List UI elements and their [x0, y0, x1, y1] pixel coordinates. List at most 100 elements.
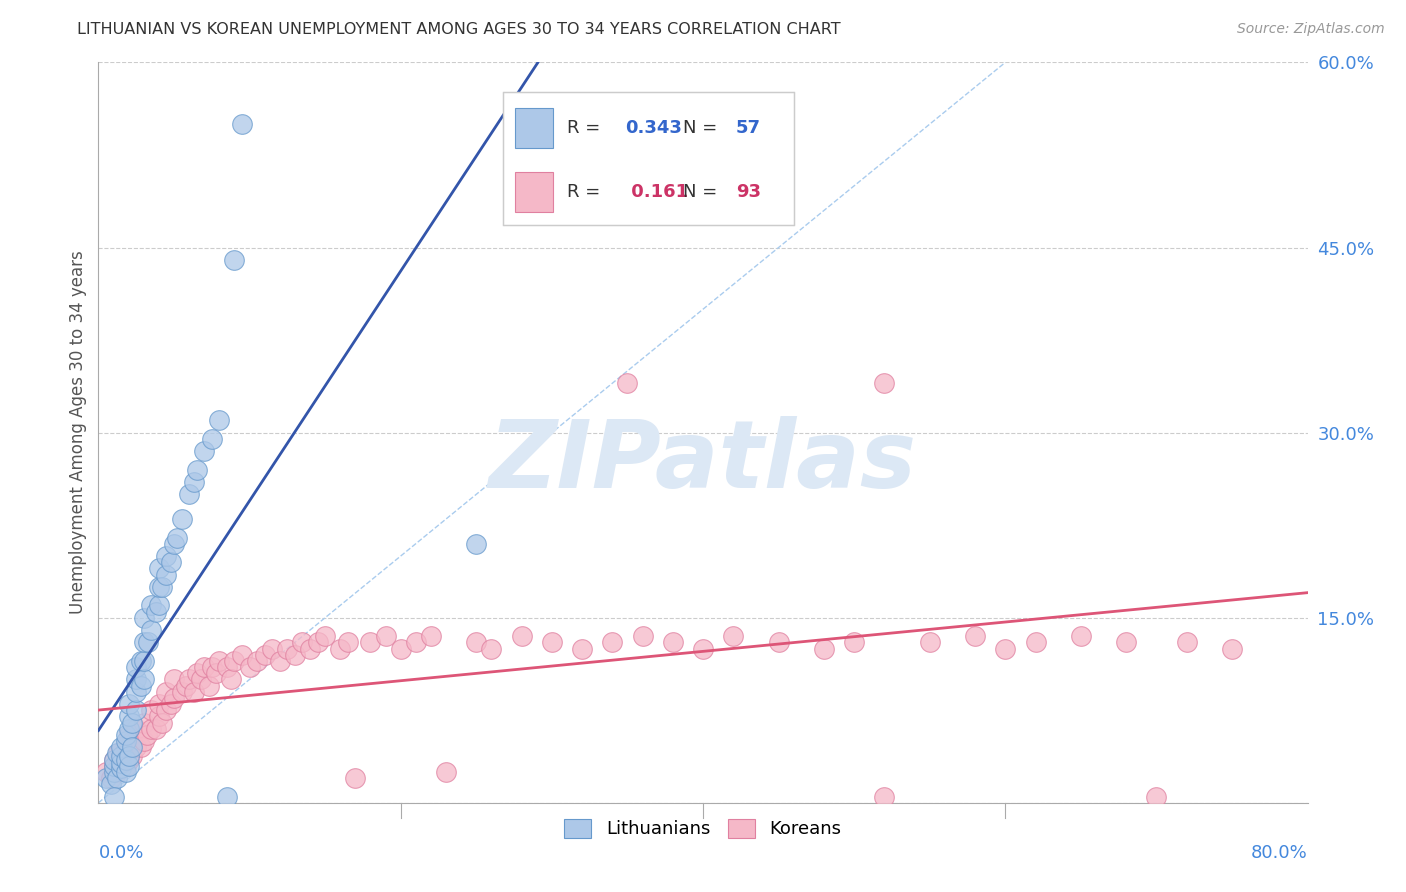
Legend: Lithuanians, Koreans: Lithuanians, Koreans — [557, 812, 849, 846]
Point — [129, 679, 152, 693]
Point — [344, 771, 367, 785]
Point — [110, 740, 132, 755]
Point — [276, 641, 298, 656]
Point — [110, 753, 132, 767]
Point — [155, 703, 177, 717]
Point — [405, 635, 427, 649]
Point — [129, 654, 152, 668]
Point — [132, 610, 155, 624]
Point — [110, 761, 132, 775]
Point — [105, 771, 128, 785]
Point — [160, 555, 183, 569]
Point — [163, 673, 186, 687]
Point — [132, 635, 155, 649]
Point — [231, 117, 253, 131]
Point — [118, 753, 141, 767]
Point — [110, 748, 132, 763]
Point — [465, 635, 488, 649]
Point — [148, 599, 170, 613]
Point — [994, 641, 1017, 656]
Point — [118, 709, 141, 723]
Point — [965, 629, 987, 643]
Point — [125, 703, 148, 717]
Point — [768, 635, 790, 649]
Point — [121, 748, 143, 763]
Point — [215, 660, 238, 674]
Point — [314, 629, 336, 643]
Point — [135, 728, 157, 742]
Point — [1144, 789, 1167, 804]
Point — [148, 697, 170, 711]
Point — [813, 641, 835, 656]
Point — [329, 641, 352, 656]
Point — [873, 789, 896, 804]
Point — [1115, 635, 1137, 649]
Point — [723, 629, 745, 643]
Point — [132, 715, 155, 730]
Point — [186, 666, 208, 681]
Point — [183, 475, 205, 489]
Point — [150, 580, 173, 594]
Point — [148, 709, 170, 723]
Point — [844, 635, 866, 649]
Text: ZIPatlas: ZIPatlas — [489, 417, 917, 508]
Point — [94, 764, 117, 779]
Point — [1175, 635, 1198, 649]
Point — [193, 444, 215, 458]
Point — [114, 753, 136, 767]
Point — [145, 722, 167, 736]
Point — [103, 764, 125, 779]
Point — [114, 758, 136, 772]
Text: 80.0%: 80.0% — [1251, 844, 1308, 862]
Point — [1220, 641, 1243, 656]
Point — [141, 703, 163, 717]
Point — [1024, 635, 1046, 649]
Text: Source: ZipAtlas.com: Source: ZipAtlas.com — [1237, 22, 1385, 37]
Point — [114, 734, 136, 748]
Point — [118, 728, 141, 742]
Point — [100, 771, 122, 785]
Point — [118, 697, 141, 711]
Point — [103, 753, 125, 767]
Point — [224, 252, 246, 267]
Point — [336, 635, 359, 649]
Point — [291, 635, 314, 649]
Point — [186, 462, 208, 476]
Point — [197, 679, 219, 693]
Point — [150, 715, 173, 730]
Point — [141, 599, 163, 613]
Point — [360, 635, 382, 649]
Point — [616, 376, 638, 391]
Point — [118, 758, 141, 772]
Point — [155, 567, 177, 582]
Point — [208, 654, 231, 668]
Point — [420, 629, 443, 643]
Y-axis label: Unemployment Among Ages 30 to 34 years: Unemployment Among Ages 30 to 34 years — [69, 251, 87, 615]
Point — [166, 531, 188, 545]
Point — [873, 376, 896, 391]
Point — [121, 734, 143, 748]
Point — [103, 758, 125, 772]
Point — [132, 654, 155, 668]
Point — [231, 648, 253, 662]
Point — [103, 753, 125, 767]
Point — [224, 654, 246, 668]
Point — [148, 580, 170, 594]
Point — [170, 685, 193, 699]
Point — [918, 635, 941, 649]
Point — [108, 758, 131, 772]
Point — [148, 561, 170, 575]
Point — [160, 697, 183, 711]
Point — [540, 635, 562, 649]
Point — [201, 660, 224, 674]
Point — [121, 715, 143, 730]
Point — [205, 666, 228, 681]
Point — [170, 512, 193, 526]
Point — [692, 641, 714, 656]
Point — [631, 629, 654, 643]
Point — [155, 685, 177, 699]
Point — [125, 660, 148, 674]
Point — [208, 413, 231, 427]
Point — [661, 635, 683, 649]
Point — [179, 487, 201, 501]
